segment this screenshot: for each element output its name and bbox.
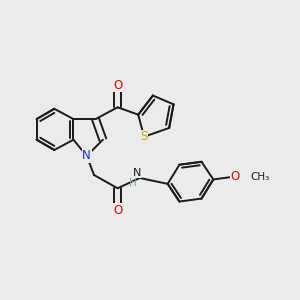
Text: H: H <box>129 178 137 188</box>
Text: N: N <box>133 168 142 178</box>
Text: CH₃: CH₃ <box>250 172 269 182</box>
Text: O: O <box>113 204 122 217</box>
Text: N: N <box>82 149 91 162</box>
Text: O: O <box>231 170 240 183</box>
Text: S: S <box>140 130 148 143</box>
Text: O: O <box>113 79 122 92</box>
